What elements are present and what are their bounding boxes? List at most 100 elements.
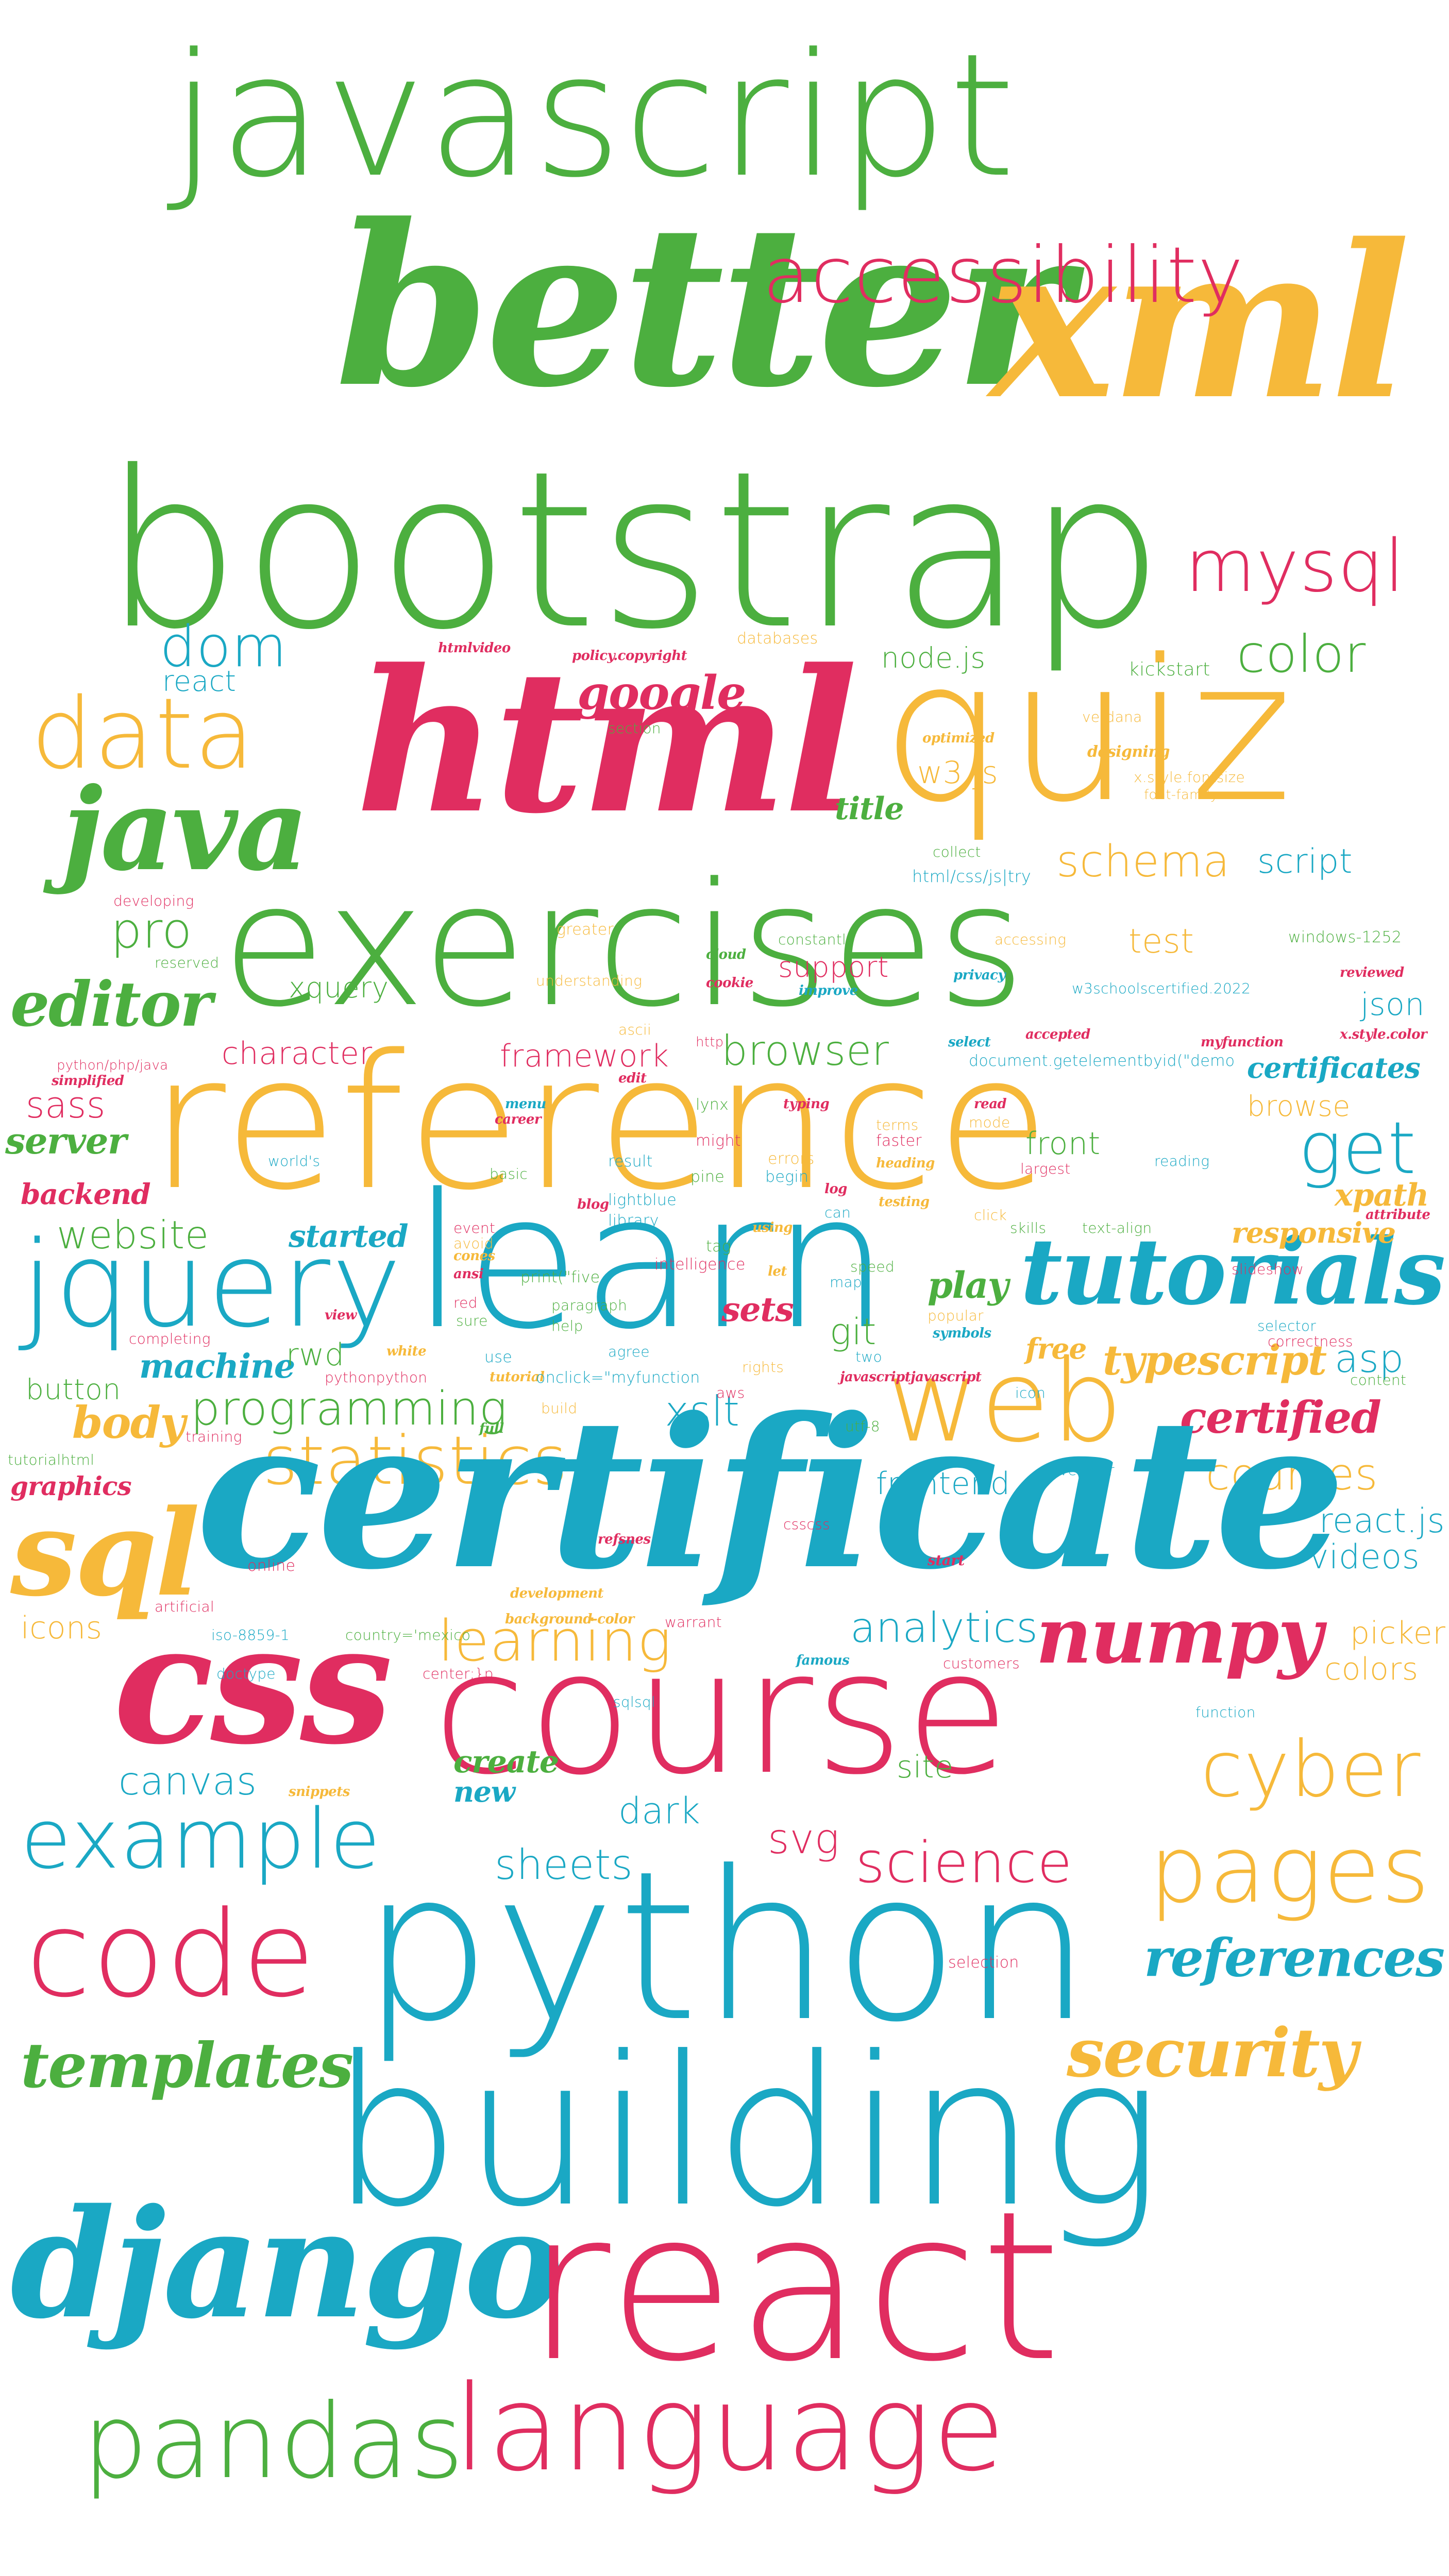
word-json: json <box>1360 987 1425 1023</box>
word-can: can <box>824 1204 851 1221</box>
word-optimized: optimized <box>922 731 995 746</box>
word-tutorialhtml: tutorialhtml <box>8 1451 95 1468</box>
word-mode: mode <box>969 1114 1010 1131</box>
word-programming: programming <box>191 1382 508 1436</box>
word-pages: pages <box>1149 1816 1431 1924</box>
word-dark: dark <box>618 1790 701 1832</box>
word-rwd: rwd <box>286 1337 345 1373</box>
word-attribute: attribute <box>1366 1207 1430 1223</box>
word-react-small: react <box>162 665 237 698</box>
word-science: science <box>855 1829 1073 1895</box>
word-designing: designing <box>1087 743 1170 761</box>
word-pythonpython: pythonpython <box>325 1369 428 1386</box>
word-cones: cones <box>453 1248 495 1264</box>
word-iso: iso-8859-1 <box>211 1626 290 1643</box>
word-body: body <box>72 1397 186 1449</box>
word-sql: sql <box>10 1484 200 1623</box>
word-button: button <box>26 1373 121 1406</box>
word-build: build <box>541 1400 578 1417</box>
word-started: started <box>289 1218 409 1255</box>
word-edit: edit <box>618 1071 647 1086</box>
word-react: react <box>526 2167 1064 2407</box>
word-test: test <box>1128 922 1194 961</box>
word-course: course <box>433 1614 1012 1812</box>
word-errors: errors <box>768 1150 815 1168</box>
word-kickstart: kickstart <box>1128 659 1210 680</box>
word-browser: browser <box>721 1027 889 1075</box>
word-select: select <box>948 1035 991 1050</box>
word-tutorial: tutorial <box>490 1369 545 1385</box>
word-speed: speed <box>850 1258 895 1275</box>
word-get: get <box>1299 1107 1417 1191</box>
word-white: white <box>386 1344 427 1359</box>
word-google: google <box>577 666 746 720</box>
word-htmlcss: html/css/js|try <box>912 867 1032 886</box>
word-css: css <box>113 1588 393 1781</box>
word-title: title <box>835 791 904 827</box>
word-cyber: cyber <box>1201 1725 1421 1815</box>
word-terms: terms <box>876 1116 919 1133</box>
word-centerp: center;}p <box>423 1665 494 1682</box>
word-tutorials: tutorials <box>1020 1217 1446 1326</box>
word-pandas: pandas <box>82 2382 465 2502</box>
word-courses: courses <box>1206 1449 1378 1500</box>
word-language: language <box>453 2360 1007 2498</box>
word-using: using <box>752 1220 793 1235</box>
word-icons: icons <box>21 1610 103 1646</box>
word-testing: testing <box>879 1194 930 1210</box>
word-frontend: frontend <box>876 1466 1010 1502</box>
word-git: git <box>830 1311 877 1353</box>
word-start: start <box>928 1552 965 1569</box>
word-web: web <box>886 1335 1124 1467</box>
word-developing: developing <box>113 892 194 909</box>
word-certificate: certificate <box>196 1373 1346 1615</box>
word-videos: videos <box>1309 1538 1420 1577</box>
word-onclick: onclick="myfunction <box>536 1369 700 1387</box>
word-event: event <box>453 1219 496 1236</box>
word-faster: faster <box>876 1132 922 1150</box>
word-skills: skills <box>1010 1219 1047 1236</box>
word-selector: selector <box>1257 1317 1317 1334</box>
word-svg: svg <box>768 1815 840 1863</box>
word-reviewed: reviewed <box>1340 965 1404 980</box>
word-use: use <box>484 1348 513 1366</box>
word-front: front <box>1025 1126 1101 1162</box>
word-responsive: responsive <box>1232 1216 1396 1249</box>
word-lightblue: lightblue <box>608 1191 677 1209</box>
word-xstylefontsize: x.style.fontsize <box>1134 769 1245 786</box>
word-security: security <box>1067 2013 1358 2092</box>
word-certified: certified <box>1180 1392 1381 1444</box>
word-sure: sure <box>456 1312 488 1329</box>
word-free: free <box>1025 1332 1087 1365</box>
word-training: training <box>186 1428 242 1445</box>
word-java: java <box>62 762 309 896</box>
word-avoid: avoid <box>453 1235 494 1252</box>
word-xpath: xpath <box>1335 1177 1429 1213</box>
word-improve: improve <box>799 983 858 998</box>
word-csscss: csscss <box>783 1516 830 1533</box>
word-xstylecolor: x.style.color <box>1340 1027 1427 1042</box>
word-cookie: cookie <box>706 975 753 991</box>
word-website: website <box>57 1212 209 1258</box>
word-icon: icon <box>1015 1384 1046 1401</box>
word-warrant: warrant <box>665 1614 722 1631</box>
word-verdana: verdana <box>1082 708 1142 725</box>
word-completing: completing <box>129 1330 211 1347</box>
word-typing: typing <box>783 1096 830 1112</box>
word-tag: tag <box>706 1238 732 1256</box>
word-templates: templates <box>21 2029 353 2102</box>
word-server: server <box>5 1120 127 1162</box>
word-editor: editor <box>10 968 213 1041</box>
word-cloud: cloud <box>706 947 746 962</box>
word-printfive: print("five <box>520 1268 600 1286</box>
word-html: html <box>356 626 858 857</box>
word-sets: sets <box>721 1290 794 1329</box>
word-textalign: text-align <box>1082 1219 1152 1236</box>
word-two: two <box>855 1348 882 1365</box>
word-create: create <box>453 1744 559 1780</box>
word-code: code <box>26 1886 316 2024</box>
word-xml: xml <box>989 198 1411 446</box>
word-result: result <box>608 1153 653 1171</box>
word-intelligence: intelligence <box>654 1256 746 1274</box>
